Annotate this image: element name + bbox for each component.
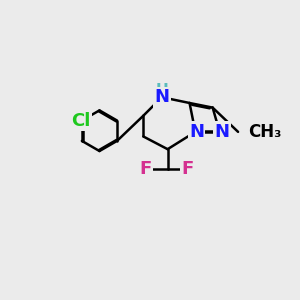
- Text: N: N: [154, 88, 169, 106]
- Text: H: H: [155, 83, 168, 98]
- Text: N: N: [214, 123, 230, 141]
- Text: N: N: [189, 123, 204, 141]
- Text: Cl: Cl: [71, 112, 90, 130]
- Text: F: F: [139, 160, 151, 178]
- Text: CH₃: CH₃: [248, 123, 281, 141]
- Text: F: F: [182, 160, 194, 178]
